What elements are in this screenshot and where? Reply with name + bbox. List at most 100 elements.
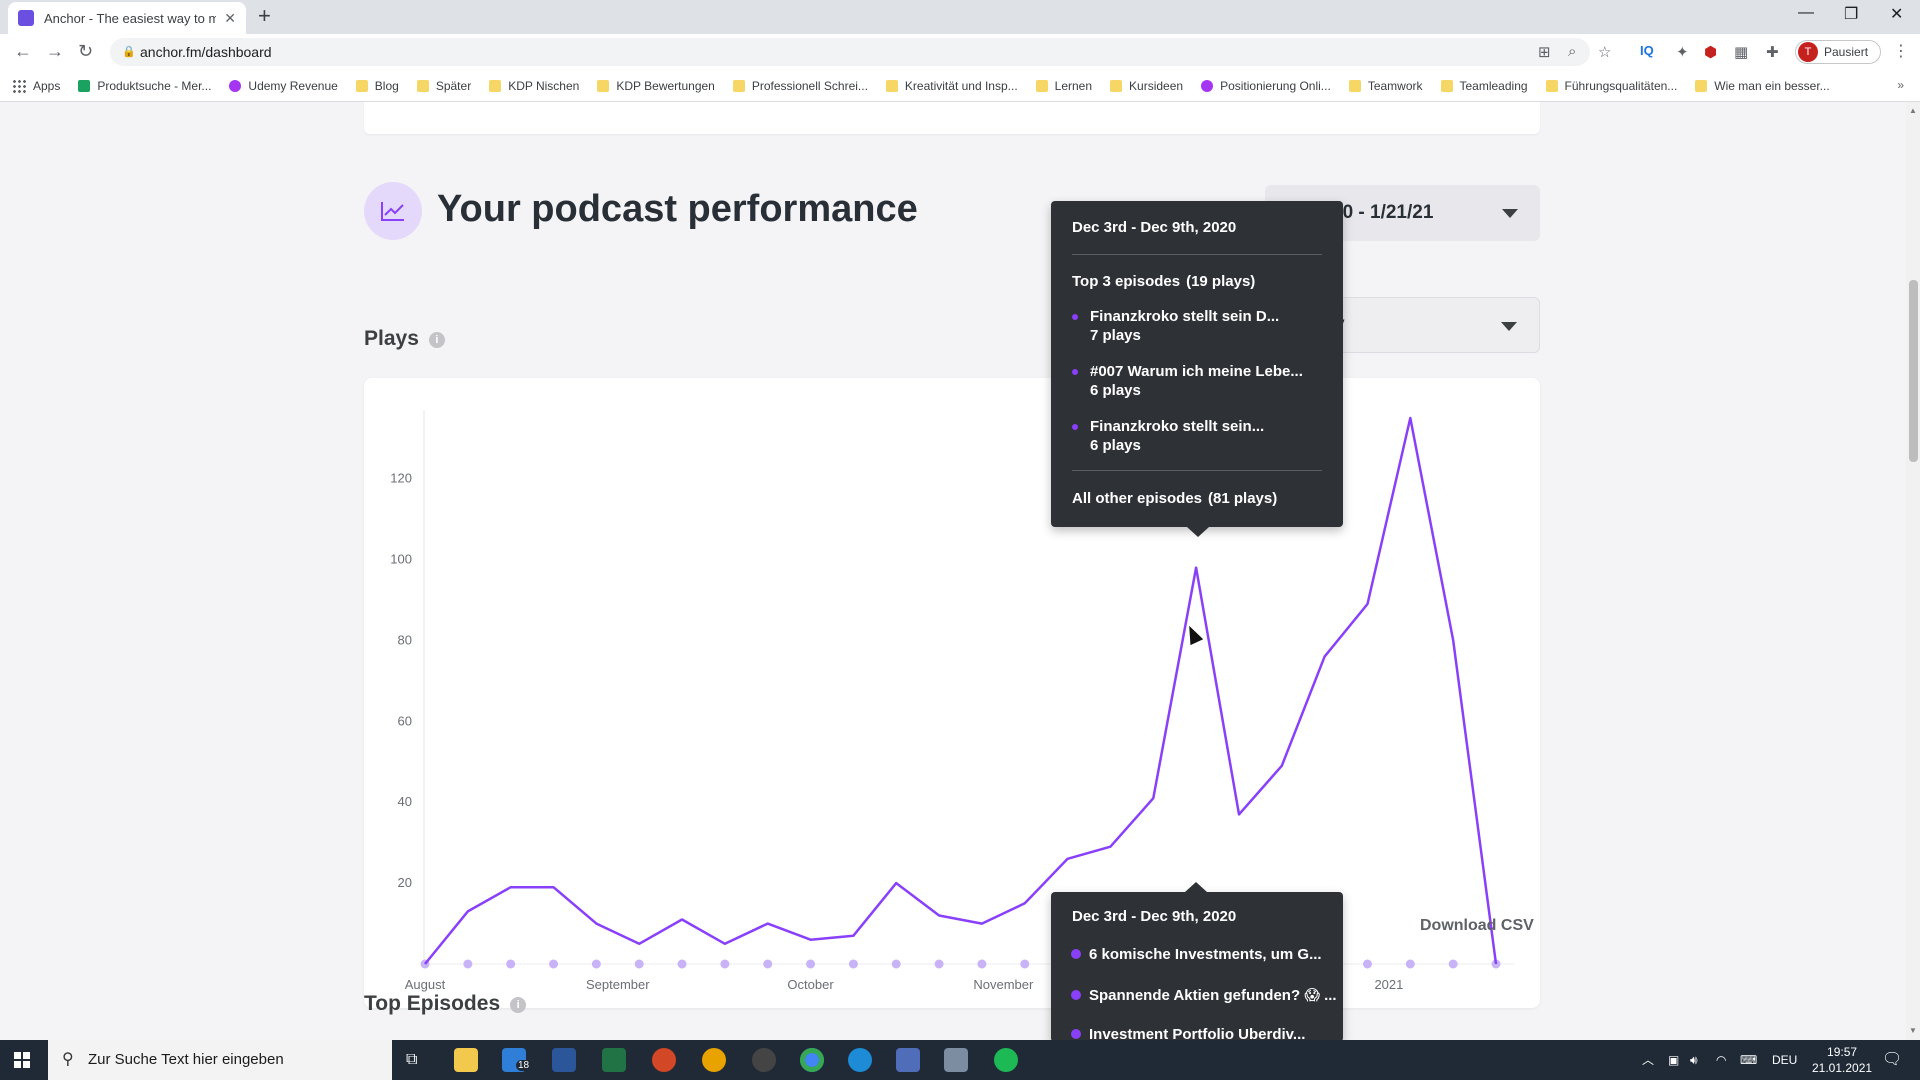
tab-title: Anchor - The easiest way to mak — [44, 10, 217, 26]
notifications-icon[interactable]: 🗨︎ — [1882, 1051, 1903, 1068]
extension-grid-icon[interactable]: ▦ — [1734, 44, 1749, 61]
browser-tab[interactable]: Anchor - The easiest way to mak ✕ — [8, 2, 246, 34]
divider — [1072, 470, 1322, 471]
bookmark-star-icon[interactable]: ☆ — [1598, 44, 1612, 61]
info-icon[interactable]: i — [428, 332, 445, 348]
taskbar-search-input[interactable]: ⚲ Zur Suche Text hier eingeben — [48, 1040, 392, 1080]
restore-icon[interactable]: ❐ — [1844, 6, 1859, 23]
app-icon[interactable] — [944, 1048, 968, 1072]
folder-icon — [1545, 79, 1558, 92]
wifi-icon[interactable]: ◠ — [1716, 1053, 1727, 1067]
tooltip-episode: #007 Warum ich meine Lebe... 6 plays — [1072, 363, 1332, 399]
excel-icon[interactable] — [602, 1048, 626, 1072]
y-tick-label: 100 — [390, 552, 412, 567]
y-tick-label: 20 — [398, 875, 412, 890]
address-bar[interactable]: 🔒 anchor.fm/dashboard — [110, 38, 1590, 66]
download-csv-link[interactable]: Download CSV — [1420, 917, 1534, 934]
bookmark-folder[interactable]: Kursideen — [1110, 79, 1183, 93]
series-dot-icon — [1072, 369, 1078, 375]
info-icon[interactable]: i — [510, 997, 527, 1013]
series-dot-icon — [1071, 990, 1081, 1000]
new-tab-button[interactable]: + — [258, 3, 271, 28]
bookmarks-overflow-icon[interactable]: » — [1897, 78, 1904, 92]
close-tab-icon[interactable]: ✕ — [224, 9, 236, 26]
app-icon[interactable] — [896, 1048, 920, 1072]
folder-icon — [1035, 79, 1048, 92]
folder-icon — [416, 79, 429, 92]
word-icon[interactable] — [552, 1048, 576, 1072]
file-explorer-icon[interactable] — [454, 1048, 478, 1072]
extension-icon[interactable]: ✦ — [1676, 44, 1689, 61]
page-scrollbar[interactable] — [1906, 102, 1920, 1040]
task-view-icon[interactable]: ⧉ — [406, 1051, 418, 1068]
tray-app-icon[interactable]: ▣ — [1668, 1053, 1680, 1067]
series-dot-icon — [1072, 314, 1078, 320]
y-tick-label: 120 — [390, 471, 412, 486]
previous-card — [364, 102, 1540, 134]
windows-start-icon[interactable] — [14, 1052, 30, 1068]
bookmark-folder[interactable]: Teamleading — [1440, 79, 1528, 93]
reload-icon[interactable]: ↻ — [78, 41, 94, 61]
tray-chevron-icon[interactable]: ︿ — [1642, 1053, 1655, 1067]
bookmark-folder[interactable]: Führungsqualitäten... — [1545, 79, 1677, 93]
bookmark-item[interactable]: Positionierung Onli... — [1201, 79, 1331, 93]
profile-button[interactable]: T Pausiert — [1795, 40, 1881, 64]
url-text: anchor.fm/dashboard — [140, 44, 272, 60]
folder-icon — [1110, 79, 1123, 92]
bookmark-folder[interactable]: Blog — [355, 79, 399, 93]
bookmark-folder[interactable]: KDP Bewertungen — [597, 79, 715, 93]
keyboard-icon[interactable]: ⌨ — [1740, 1053, 1758, 1067]
baseline-marker — [720, 959, 730, 969]
bookmark-folder[interactable]: KDP Nischen — [489, 79, 579, 93]
extension-abp-icon[interactable]: ⬢ — [1704, 44, 1718, 61]
volume-icon[interactable]: 🔊︎ — [1690, 1053, 1698, 1067]
bookmark-apps[interactable]: Apps — [12, 78, 60, 93]
translate-icon[interactable]: ⊞ — [1538, 44, 1551, 61]
y-tick-label: 60 — [398, 713, 412, 728]
bookmark-folder[interactable]: Später — [416, 79, 471, 93]
edge-icon[interactable] — [848, 1048, 872, 1072]
browser-menu-icon[interactable]: ⋮ — [1893, 43, 1909, 60]
baseline-marker — [1448, 959, 1458, 969]
baseline-marker — [463, 959, 473, 969]
folder-icon — [885, 79, 898, 92]
bookmark-folder[interactable]: Kreativität und Insp... — [885, 79, 1018, 93]
powerpoint-icon[interactable] — [652, 1048, 676, 1072]
extension-iq-icon[interactable]: IQ — [1640, 43, 1654, 58]
extensions-puzzle-icon[interactable]: ✚ — [1766, 44, 1779, 61]
baseline-marker — [934, 959, 944, 969]
close-window-icon[interactable]: ✕ — [1890, 6, 1904, 23]
zoom-icon[interactable]: ⌕ — [1568, 43, 1577, 60]
profile-status: Pausiert — [1824, 45, 1869, 59]
plays-heading: Plays i — [364, 327, 445, 351]
obs-icon[interactable] — [752, 1048, 776, 1072]
bookmark-folder[interactable]: Professionell Schrei... — [732, 79, 868, 93]
baseline-marker — [977, 959, 987, 969]
folder-icon — [1440, 79, 1453, 92]
baseline-marker — [763, 959, 773, 969]
scroll-down-icon[interactable]: ▼ — [1909, 1026, 1917, 1035]
bookmark-item[interactable]: Udemy Revenue — [229, 79, 338, 93]
bookmark-item[interactable]: Produktsuche - Mer... — [78, 79, 211, 93]
apps-grid-icon — [12, 78, 26, 93]
bookmark-folder[interactable]: Teamwork — [1348, 79, 1423, 93]
baseline-marker — [634, 959, 644, 969]
language-indicator[interactable]: DEU — [1772, 1053, 1798, 1067]
back-icon[interactable]: ← — [14, 41, 32, 61]
tooltip-episode: Finanzkroko stellt sein... 6 plays — [1072, 418, 1332, 454]
forward-icon[interactable]: → — [46, 41, 64, 61]
clock[interactable]: 19:57 21.01.2021 — [1812, 1045, 1873, 1075]
minimize-icon[interactable]: — — [1798, 4, 1814, 21]
scrollbar-thumb[interactable] — [1909, 280, 1918, 462]
udemy-favicon-icon — [229, 79, 242, 92]
episode-filter-select[interactable]: y — [1333, 297, 1540, 353]
bookmark-folder[interactable]: Lernen — [1035, 79, 1092, 93]
app-icon[interactable] — [702, 1048, 726, 1072]
spotify-icon[interactable] — [994, 1048, 1018, 1072]
chrome-icon[interactable] — [800, 1048, 824, 1072]
bookmark-folder[interactable]: Wie man ein besser... — [1695, 79, 1830, 93]
scroll-up-icon[interactable]: ▲ — [1909, 106, 1917, 115]
dashboard-page: Your podcast performance 20 - 1/21/21 y … — [0, 102, 1906, 1040]
mail-icon[interactable]: 18 — [502, 1048, 532, 1072]
lock-icon: 🔒 — [122, 46, 136, 58]
